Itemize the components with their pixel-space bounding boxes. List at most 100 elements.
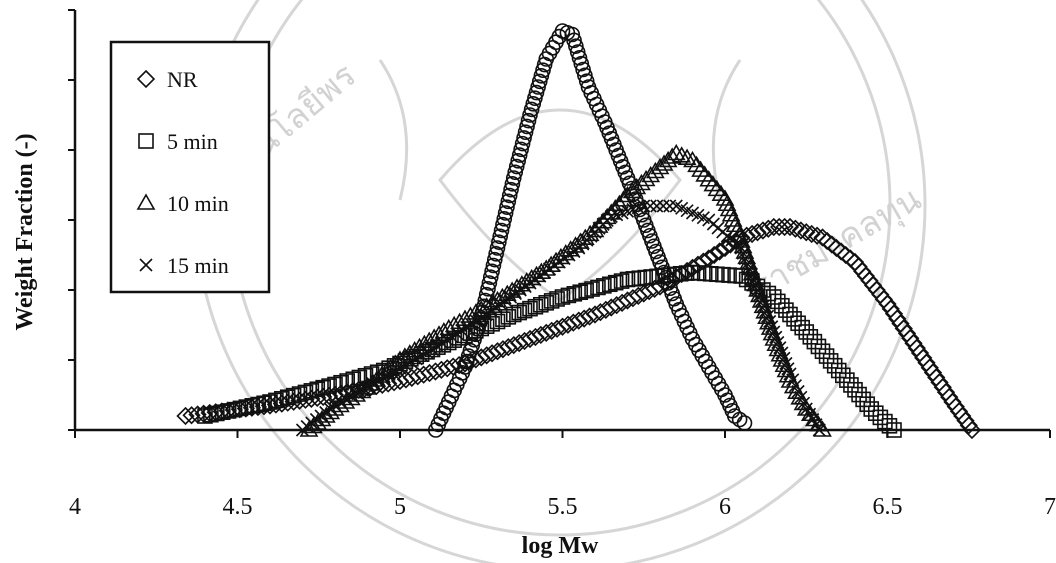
data-point-circle — [569, 44, 586, 60]
data-point-square — [566, 286, 583, 302]
data-point-circle — [571, 50, 588, 66]
data-point-diamond — [791, 221, 810, 240]
data-point-square — [798, 324, 815, 340]
data-point-triangle — [776, 360, 796, 378]
data-point-square — [291, 386, 308, 402]
data-point-circle — [485, 257, 502, 274]
data-point-square — [802, 329, 819, 345]
data-point-circle — [473, 310, 490, 326]
data-point-square — [806, 333, 823, 350]
data-point-circle — [503, 181, 519, 198]
data-point-square — [770, 293, 786, 310]
data-point-square — [232, 400, 249, 417]
data-point-circle — [568, 38, 584, 54]
data-point-square — [209, 405, 225, 422]
data-point-triangle — [744, 269, 764, 286]
data-point-square — [607, 274, 624, 291]
data-point-triangle — [778, 366, 798, 383]
legend-marker-triangle — [136, 193, 156, 210]
legend-marker-diamond — [136, 69, 156, 89]
legend-marker-cross — [139, 258, 153, 272]
data-point-diamond — [786, 219, 805, 238]
data-point-circle — [496, 211, 513, 227]
data-point-circle — [517, 124, 534, 140]
data-point-triangle — [715, 189, 735, 206]
data-point-triangle — [691, 160, 711, 177]
data-point-square — [572, 284, 589, 301]
data-point-diamond — [753, 221, 773, 240]
plot-area — [176, 23, 982, 440]
data-point-square — [351, 369, 368, 386]
data-point-square — [859, 396, 875, 412]
data-point-square — [220, 403, 237, 419]
x-tick-label: 5 — [394, 494, 406, 520]
data-point-diamond — [831, 242, 851, 261]
data-point-triangle — [768, 339, 788, 357]
data-point-square — [505, 306, 522, 323]
data-point-square — [872, 409, 889, 426]
data-point-square — [197, 408, 213, 424]
data-point-triangle — [695, 165, 715, 182]
data-point-square — [339, 373, 355, 389]
data-point-triangle — [687, 155, 706, 173]
data-point-triangle — [666, 143, 686, 161]
data-point-circle — [499, 199, 515, 215]
data-point-square — [794, 319, 810, 336]
data-point-square — [256, 395, 272, 412]
data-point-square — [297, 384, 314, 401]
data-point-circle — [514, 135, 531, 152]
data-point-square — [851, 386, 867, 403]
data-point-diamond — [775, 217, 794, 237]
data-point-square — [613, 273, 630, 289]
legend-box — [109, 40, 271, 294]
data-point-diamond — [822, 235, 841, 254]
data-point-diamond — [797, 223, 816, 242]
data-point-triangle — [796, 399, 816, 416]
data-point-circle — [491, 234, 507, 250]
data-point-diamond — [813, 228, 832, 247]
data-point-triangle — [760, 318, 780, 335]
data-point-square — [560, 287, 577, 304]
data-point-square — [327, 376, 343, 393]
x-tick-label: 4 — [69, 494, 81, 520]
data-point-circle — [486, 251, 503, 268]
data-point-cross — [812, 423, 826, 437]
data-point-triangle — [636, 169, 656, 187]
legend-marker-square — [138, 133, 154, 149]
data-point-triangle — [672, 146, 692, 163]
data-point-circle — [520, 112, 537, 129]
data-point-circle — [577, 67, 593, 84]
data-point-square — [554, 289, 571, 305]
legend-label: 5 min — [167, 129, 218, 154]
watermark-seal: โนโลยีพร ราชมงคลทุน — [193, 0, 928, 563]
legend-label: 15 min — [167, 253, 229, 278]
watermark-arc-text-right: ราชมงคลทุน — [745, 179, 928, 308]
data-point-diamond — [818, 231, 837, 251]
data-point-square — [226, 401, 243, 418]
data-point-cross — [650, 199, 664, 213]
data-point-square — [478, 318, 495, 334]
data-point-circle — [507, 164, 524, 181]
data-point-triangle — [683, 150, 702, 168]
data-point-square — [877, 413, 893, 430]
data-point-cross — [656, 199, 670, 213]
data-point-triangle — [800, 404, 820, 422]
data-point-square — [863, 401, 880, 417]
legend-label: NR — [167, 67, 198, 92]
data-point-square — [830, 362, 847, 379]
data-point-triangle — [762, 323, 782, 341]
data-point-square — [818, 348, 835, 364]
data-point-diamond — [962, 420, 982, 440]
data-point-triangle — [772, 350, 792, 367]
data-point-square — [814, 343, 831, 360]
data-point-square — [250, 396, 266, 413]
data-point-circle — [519, 118, 535, 135]
data-point-circle — [564, 26, 581, 43]
data-point-square — [867, 405, 884, 422]
data-point-triangle — [614, 190, 633, 207]
data-point-triangle — [677, 148, 697, 165]
data-point-square — [843, 377, 859, 393]
data-point-square — [489, 313, 506, 330]
data-point-triangle — [766, 334, 786, 352]
data-point-diamond — [807, 226, 827, 245]
